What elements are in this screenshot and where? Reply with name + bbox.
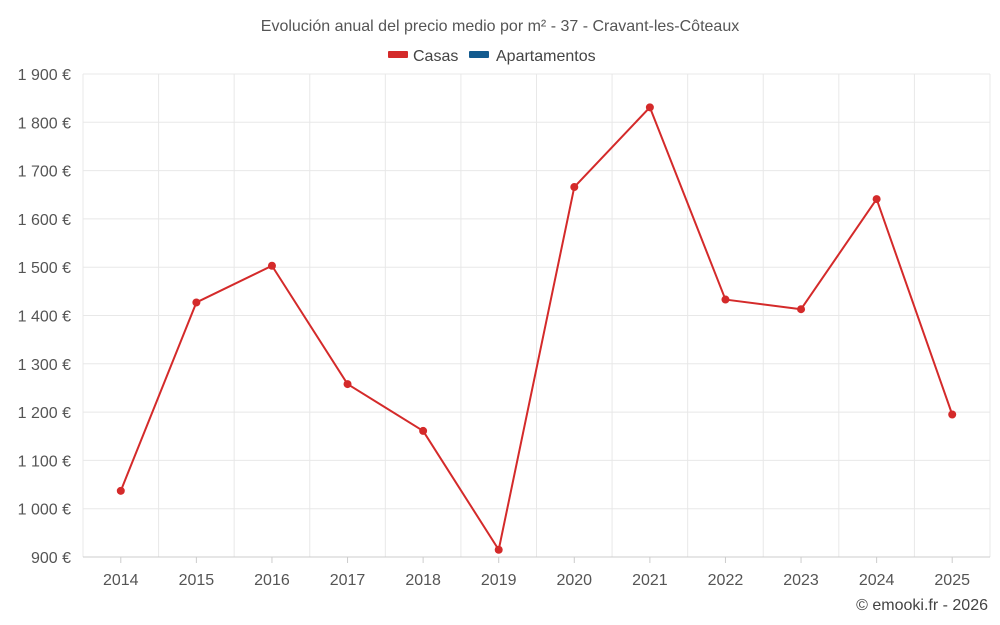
x-tick-label: 2023 bbox=[783, 572, 819, 589]
grid bbox=[82, 73, 991, 558]
y-tick-label: 1 900 € bbox=[18, 67, 71, 84]
data-point-casas-2015[interactable] bbox=[192, 298, 201, 307]
y-tick-label: 1 200 € bbox=[18, 405, 71, 422]
legend-item-apartamentos[interactable]: Apartamentos bbox=[469, 48, 596, 65]
data-point-casas-2017[interactable] bbox=[343, 380, 352, 389]
x-tick-label: 2017 bbox=[330, 572, 366, 589]
x-tick-label: 2018 bbox=[405, 572, 441, 589]
y-tick-label: 1 700 € bbox=[18, 164, 71, 181]
legend-item-casas[interactable]: Casas bbox=[388, 48, 458, 65]
legend-label-apartamentos: Apartamentos bbox=[496, 48, 596, 65]
x-tick-label: 2020 bbox=[556, 572, 592, 589]
x-tick-label: 2014 bbox=[103, 572, 139, 589]
data-point-casas-2014[interactable] bbox=[116, 486, 125, 495]
chart-title: Evolución anual del precio medio por m² … bbox=[261, 18, 739, 35]
data-point-casas-2018[interactable] bbox=[419, 426, 428, 435]
data-point-casas-2016[interactable] bbox=[267, 261, 276, 270]
series-line-casas bbox=[119, 106, 954, 551]
y-tick-label: 1 400 € bbox=[18, 309, 71, 326]
series bbox=[116, 103, 957, 554]
x-tick-label: 2024 bbox=[859, 572, 895, 589]
data-point-casas-2020[interactable] bbox=[570, 183, 579, 192]
y-tick-label: 1 600 € bbox=[18, 212, 71, 229]
x-tick-label: 2015 bbox=[179, 572, 215, 589]
credit-text: © emooki.fr - 2026 bbox=[856, 597, 988, 614]
x-tick-label: 2022 bbox=[708, 572, 744, 589]
y-tick-label: 1 500 € bbox=[18, 260, 71, 277]
legend-swatch-casas bbox=[388, 51, 408, 58]
data-point-casas-2025[interactable] bbox=[948, 410, 957, 419]
y-tick-label: 900 € bbox=[31, 550, 71, 567]
y-tick-label: 1 800 € bbox=[18, 115, 71, 132]
legend-swatch-apartamentos bbox=[469, 51, 489, 58]
x-tick-label: 2019 bbox=[481, 572, 517, 589]
data-point-casas-2019[interactable] bbox=[494, 545, 503, 554]
data-point-casas-2021[interactable] bbox=[645, 103, 654, 112]
x-tick-label: 2025 bbox=[934, 572, 970, 589]
x-tick-label: 2016 bbox=[254, 572, 290, 589]
axes: 900 € 1 000 € 1 100 € 1 200 € 1 300 € 1 400 €… bbox=[18, 67, 990, 589]
x-tick-label: 2021 bbox=[632, 572, 668, 589]
data-point-casas-2022[interactable] bbox=[721, 295, 730, 304]
legend-label-casas: Casas bbox=[413, 48, 458, 65]
y-tick-label: 1 300 € bbox=[18, 357, 71, 374]
data-point-casas-2024[interactable] bbox=[872, 195, 881, 204]
data-point-casas-2023[interactable] bbox=[797, 305, 806, 314]
legend: Casas Apartamentos bbox=[388, 48, 596, 65]
y-tick-label: 1 000 € bbox=[18, 502, 71, 519]
y-tick-label: 1 100 € bbox=[18, 453, 71, 470]
